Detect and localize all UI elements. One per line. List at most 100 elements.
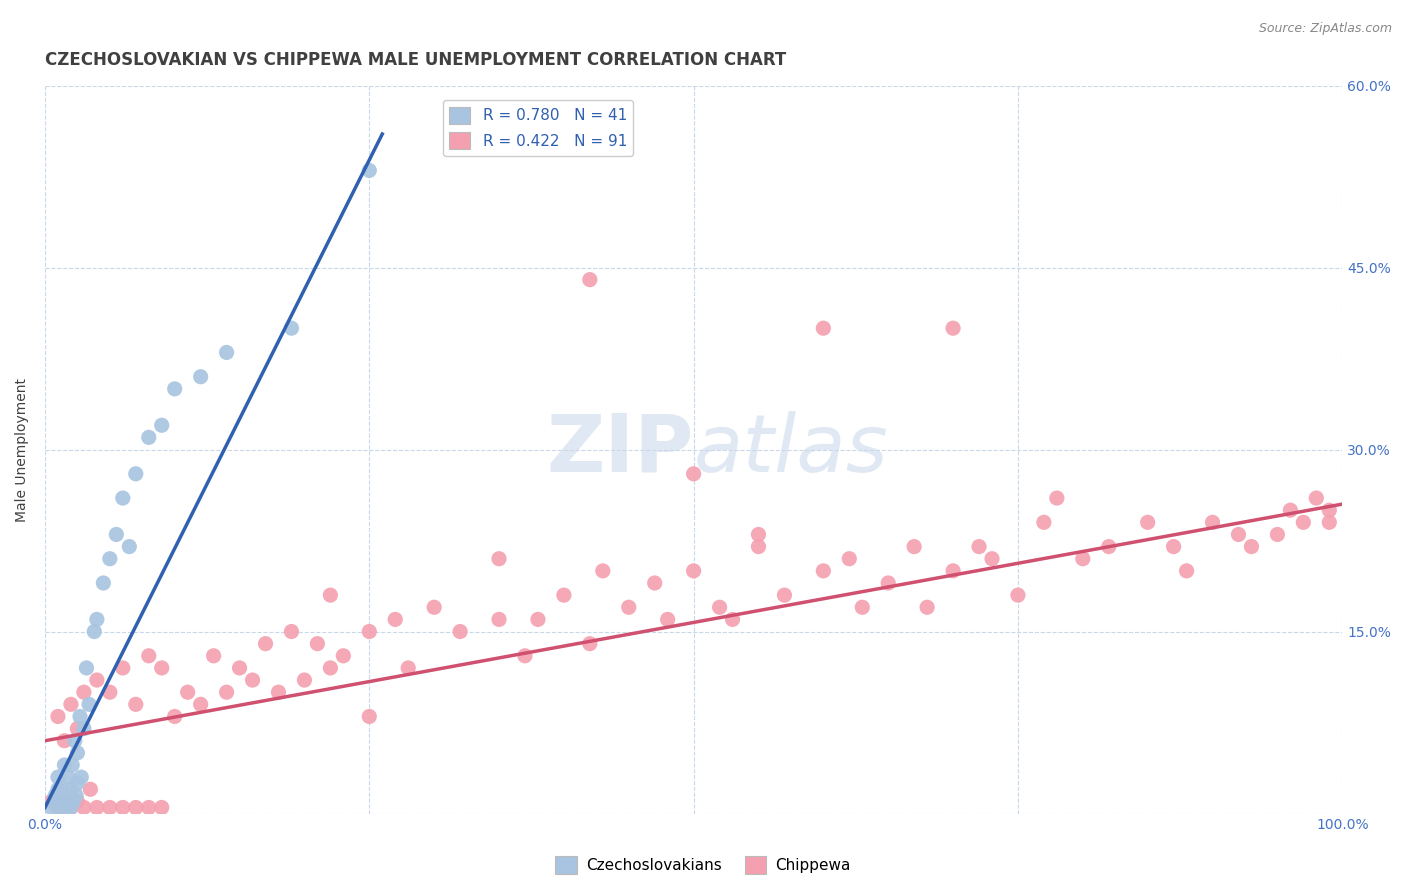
Point (163, 709, 186, 723)
Point (125, 698, 148, 712)
Point (46, 800, 69, 814)
Point (63, 733, 86, 747)
Point (41, 794, 63, 808)
Point (42, 794, 65, 808)
Point (709, 600, 731, 615)
Point (215, 685, 238, 699)
Point (359, 624, 381, 639)
Point (319, 588, 342, 602)
Point (488, 551, 510, 566)
Point (86, 673, 108, 687)
Point (682, 564, 704, 578)
Point (53, 758, 76, 772)
Point (513, 648, 536, 663)
Point (242, 673, 264, 687)
Point (981, 551, 1004, 566)
Point (41, 800, 63, 814)
Point (138, 648, 160, 663)
Point (98, 800, 121, 814)
Point (359, 163, 381, 178)
Point (190, 369, 212, 384)
Point (903, 540, 925, 554)
Point (254, 637, 277, 651)
Point (1175, 564, 1198, 578)
Legend: Czechoslovakians, Chippewa: Czechoslovakians, Chippewa (550, 850, 856, 880)
Point (617, 600, 640, 615)
Legend: R = 0.780   N = 41, R = 0.422   N = 91: R = 0.780 N = 41, R = 0.422 N = 91 (443, 101, 633, 155)
Point (60, 758, 83, 772)
Point (1032, 516, 1054, 530)
Point (79, 782, 101, 797)
Point (967, 540, 990, 554)
Point (73, 800, 96, 814)
Point (1317, 516, 1340, 530)
Point (813, 321, 835, 335)
Point (553, 588, 575, 602)
Point (1317, 503, 1340, 517)
Point (150, 418, 173, 433)
Point (59, 782, 82, 797)
Point (280, 321, 302, 335)
Point (384, 612, 406, 626)
Point (53, 733, 76, 747)
Point (51, 782, 73, 797)
Point (73, 722, 96, 736)
Point (202, 648, 225, 663)
Point (396, 661, 419, 675)
Point (86, 612, 108, 626)
Point (294, 673, 316, 687)
Point (721, 612, 744, 626)
Point (44, 789, 66, 803)
Point (65, 789, 87, 803)
Point (1305, 491, 1327, 505)
Point (83, 624, 105, 639)
Point (644, 576, 666, 591)
Point (1007, 588, 1029, 602)
Point (228, 661, 250, 675)
Point (93, 576, 115, 591)
Point (150, 661, 173, 675)
Point (1279, 503, 1302, 517)
Point (98, 685, 121, 699)
Point (1071, 551, 1094, 566)
Point (125, 800, 148, 814)
Point (592, 564, 614, 578)
Text: ZIP: ZIP (547, 410, 693, 489)
Point (69, 709, 91, 723)
Y-axis label: Male Unemployment: Male Unemployment (15, 377, 30, 522)
Point (332, 648, 354, 663)
Point (488, 612, 510, 626)
Point (59, 800, 82, 814)
Point (76, 661, 98, 675)
Point (55, 800, 77, 814)
Point (747, 540, 769, 554)
Point (66, 722, 89, 736)
Text: Source: ZipAtlas.com: Source: ZipAtlas.com (1258, 22, 1392, 36)
Text: CZECHOSLOVAKIAN VS CHIPPEWA MALE UNEMPLOYMENT CORRELATION CHART: CZECHOSLOVAKIAN VS CHIPPEWA MALE UNEMPLO… (45, 51, 786, 69)
Point (267, 685, 290, 699)
Point (319, 661, 342, 675)
Point (280, 624, 302, 639)
Point (915, 600, 938, 615)
Point (118, 540, 141, 554)
Point (66, 776, 89, 790)
Point (1201, 516, 1223, 530)
Point (70, 770, 93, 784)
Point (77, 698, 100, 712)
Point (46, 782, 69, 797)
Point (579, 273, 602, 287)
Point (359, 709, 381, 723)
Point (46, 770, 69, 784)
Point (59, 698, 82, 712)
Point (1227, 527, 1250, 541)
Text: atlas: atlas (693, 410, 889, 489)
Point (46, 709, 69, 723)
Point (1046, 491, 1069, 505)
Point (53, 794, 76, 808)
Point (423, 600, 446, 615)
Point (1098, 540, 1121, 554)
Point (813, 564, 835, 578)
Point (877, 576, 900, 591)
Point (851, 600, 873, 615)
Point (1136, 516, 1159, 530)
